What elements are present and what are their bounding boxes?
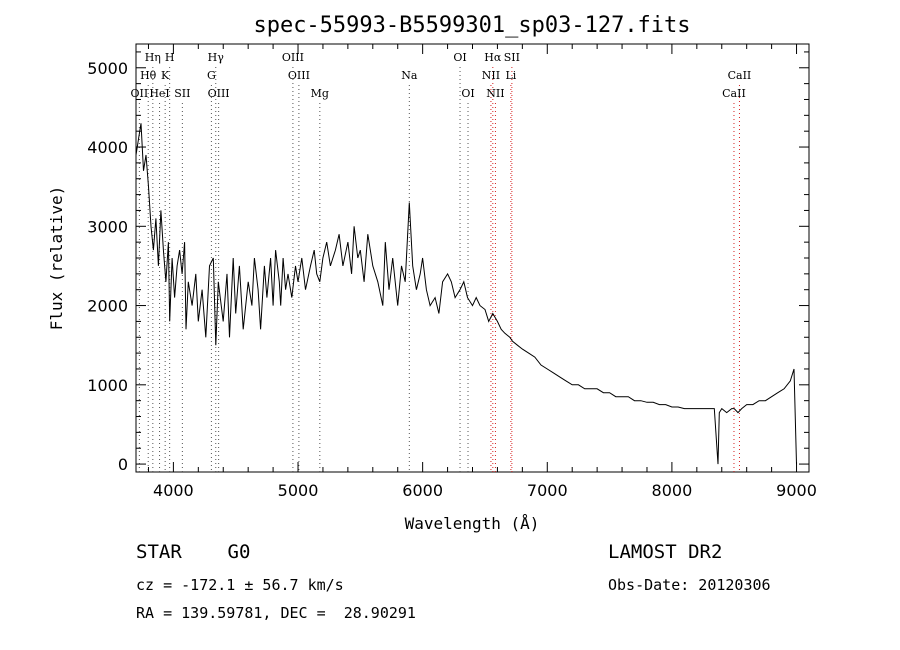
y-tick-label: 2000 — [87, 297, 128, 316]
spectral-line-label: NII — [486, 87, 504, 100]
spectral-line-label: Hα — [484, 51, 502, 64]
spectral-line-label: Li — [505, 69, 516, 82]
x-tick-label: 6000 — [402, 481, 443, 500]
y-tick-label: 0 — [118, 455, 128, 474]
y-tick-label: 4000 — [87, 138, 128, 157]
spectral-line-label: NII — [482, 69, 500, 82]
spectral-line-label: OIII — [208, 87, 230, 100]
spectrum-series-line — [135, 123, 797, 465]
x-tick-label: 9000 — [776, 481, 817, 500]
redshift-velocity: cz = -172.1 ± 56.7 km/s — [136, 576, 344, 594]
chart-title: spec-55993-B5599301_sp03-127.fits — [253, 13, 690, 38]
spectral-line-label: HeI — [149, 87, 169, 100]
x-axis-ticks: 4000 5000 6000 7000 8000 9000 — [147, 44, 817, 500]
spectral-line-label: OIII — [288, 69, 310, 82]
y-tick-label: 1000 — [87, 376, 128, 395]
spectral-line-label: OII — [131, 87, 149, 100]
object-class: STAR G0 — [136, 541, 251, 563]
spectral-line-label: OIII — [282, 51, 304, 64]
x-tick-label: 4000 — [153, 481, 194, 500]
x-tick-label: 8000 — [652, 481, 693, 500]
spectral-line-label: Hγ — [208, 51, 225, 64]
spectral-line-label: SII — [174, 87, 190, 100]
spectral-line-label: OI — [453, 51, 466, 64]
spectral-line-label: OI — [461, 87, 474, 100]
spectral-line-label: Mg — [311, 87, 329, 100]
spectral-line-label: G — [207, 69, 216, 82]
y-axis-label: Flux (relative) — [47, 186, 66, 331]
spectral-line-label: CaII — [722, 87, 746, 100]
spectral-line-label: SII — [504, 51, 520, 64]
x-tick-label: 5000 — [278, 481, 319, 500]
y-tick-label: 5000 — [87, 59, 128, 78]
spectral-line-label: K — [161, 69, 170, 82]
spectral-line-label: Hθ — [140, 69, 157, 82]
spectral-line-label: Hη — [145, 51, 161, 64]
observation-date: Obs-Date: 20120306 — [608, 576, 771, 594]
spectral-line-label: CaII — [728, 69, 752, 82]
survey-name: LAMOST DR2 — [608, 541, 723, 563]
y-tick-label: 3000 — [87, 217, 128, 236]
spectral-line-label: H — [165, 51, 175, 64]
y-axis-ticks: 0 1000 2000 3000 4000 5000 — [87, 51, 809, 474]
spectral-line-markers — [138, 67, 740, 472]
plot-frame — [135, 43, 810, 473]
x-axis-label: Wavelength (Å) — [405, 514, 540, 533]
ra-dec-coordinates: RA = 139.59781, DEC = 28.90291 — [136, 604, 416, 622]
spectral-line-label: Na — [401, 69, 418, 82]
x-tick-label: 7000 — [527, 481, 568, 500]
